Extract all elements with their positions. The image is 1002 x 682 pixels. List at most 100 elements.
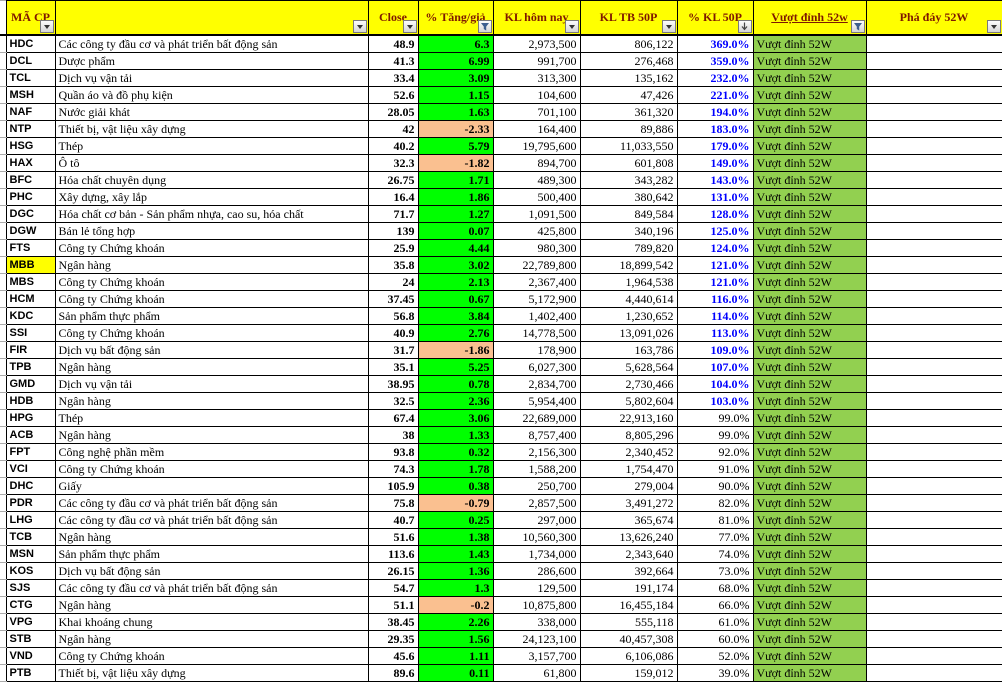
- cell-volume-avg-50[interactable]: 361,320: [579, 103, 678, 121]
- cell-industry[interactable]: Các công ty đầu cơ và phát triển bất độn…: [54, 511, 369, 529]
- cell-industry[interactable]: Giấy: [54, 477, 369, 495]
- cell-stock-code[interactable]: GMD: [5, 375, 56, 393]
- cell-stock-code[interactable]: NAF: [5, 103, 56, 121]
- cell-stock-code[interactable]: DGC: [5, 205, 56, 223]
- cell-industry[interactable]: Công ty Chứng khoán: [54, 460, 369, 478]
- cell-pct-change[interactable]: 1.15: [417, 86, 494, 104]
- cell-volume-avg-50[interactable]: 47,426: [579, 86, 678, 104]
- cell-close-price[interactable]: 38: [367, 426, 419, 444]
- cell-pct-change[interactable]: 1.56: [417, 630, 494, 648]
- cell-break-low-52w[interactable]: [865, 545, 1002, 563]
- cell-close-price[interactable]: 32.5: [367, 392, 419, 410]
- cell-volume-today[interactable]: 164,400: [492, 120, 581, 138]
- dropdown-icon[interactable]: [564, 20, 579, 33]
- cell-pct-change[interactable]: 0.25: [417, 511, 494, 529]
- cell-peak-52w-status[interactable]: Vượt đỉnh 52W: [752, 273, 867, 291]
- cell-close-price[interactable]: 33.4: [367, 69, 419, 87]
- cell-volume-avg-50[interactable]: 5,628,564: [579, 358, 678, 376]
- cell-peak-52w-status[interactable]: Vượt đỉnh 52W: [752, 460, 867, 478]
- cell-stock-code[interactable]: MBS: [5, 273, 56, 291]
- cell-peak-52w-status[interactable]: Vượt đỉnh 52W: [752, 205, 867, 223]
- cell-pct-change[interactable]: 3.02: [417, 256, 494, 274]
- cell-close-price[interactable]: 113.6: [367, 545, 419, 563]
- cell-break-low-52w[interactable]: [865, 103, 1002, 121]
- cell-industry[interactable]: Hóa chất cơ bản - Sản phẩm nhựa, cao su,…: [54, 205, 369, 223]
- cell-peak-52w-status[interactable]: Vượt đỉnh 52W: [752, 307, 867, 325]
- cell-pct-change[interactable]: 6.3: [417, 34, 494, 53]
- filter-funnel-icon[interactable]: [850, 20, 865, 33]
- cell-pct-change[interactable]: 1.43: [417, 545, 494, 563]
- cell-close-price[interactable]: 139: [367, 222, 419, 240]
- cell-stock-code[interactable]: PTB: [5, 664, 56, 682]
- cell-volume-avg-50[interactable]: 276,468: [579, 52, 678, 70]
- header-cell-pct-change[interactable]: % Tăng/giả: [417, 0, 494, 36]
- cell-volume-avg-50[interactable]: 89,886: [579, 120, 678, 138]
- cell-break-low-52w[interactable]: [865, 137, 1002, 155]
- cell-pct-change[interactable]: -2.33: [417, 120, 494, 138]
- cell-break-low-52w[interactable]: [865, 154, 1002, 172]
- dropdown-icon[interactable]: [402, 20, 417, 33]
- cell-stock-code[interactable]: FPT: [5, 443, 56, 461]
- cell-peak-52w-status[interactable]: Vượt đỉnh 52W: [752, 443, 867, 461]
- cell-volume-today[interactable]: 701,100: [492, 103, 581, 121]
- cell-pct-change[interactable]: 6.99: [417, 52, 494, 70]
- cell-volume-avg-50[interactable]: 806,122: [579, 34, 678, 53]
- cell-volume-today[interactable]: 3,157,700: [492, 647, 581, 665]
- cell-industry[interactable]: Công ty Chứng khoán: [54, 647, 369, 665]
- dropdown-icon[interactable]: [39, 20, 54, 33]
- cell-peak-52w-status[interactable]: Vượt đỉnh 52W: [752, 324, 867, 342]
- cell-close-price[interactable]: 71.7: [367, 205, 419, 223]
- cell-volume-today[interactable]: 2,367,400: [492, 273, 581, 291]
- cell-volume-today[interactable]: 10,875,800: [492, 596, 581, 614]
- cell-pct-volume-50[interactable]: 99.0%: [676, 426, 754, 444]
- cell-stock-code[interactable]: HSG: [5, 137, 56, 155]
- cell-stock-code[interactable]: CTG: [5, 596, 56, 614]
- cell-peak-52w-status[interactable]: Vượt đỉnh 52W: [752, 171, 867, 189]
- cell-volume-avg-50[interactable]: 343,282: [579, 171, 678, 189]
- cell-volume-today[interactable]: 104,600: [492, 86, 581, 104]
- cell-pct-volume-50[interactable]: 121.0%: [676, 256, 754, 274]
- cell-industry[interactable]: Ngân hàng: [54, 392, 369, 410]
- cell-pct-volume-50[interactable]: 114.0%: [676, 307, 754, 325]
- cell-peak-52w-status[interactable]: Vượt đỉnh 52W: [752, 154, 867, 172]
- cell-volume-avg-50[interactable]: 6,106,086: [579, 647, 678, 665]
- cell-industry[interactable]: Dịch vụ vận tải: [54, 69, 369, 87]
- cell-pct-volume-50[interactable]: 131.0%: [676, 188, 754, 206]
- cell-close-price[interactable]: 93.8: [367, 443, 419, 461]
- cell-pct-change[interactable]: 1.86: [417, 188, 494, 206]
- cell-volume-today[interactable]: 8,757,400: [492, 426, 581, 444]
- cell-break-low-52w[interactable]: [865, 494, 1002, 512]
- cell-break-low-52w[interactable]: [865, 222, 1002, 240]
- sort-descending-icon[interactable]: [737, 20, 752, 33]
- cell-peak-52w-status[interactable]: Vượt đỉnh 52W: [752, 239, 867, 257]
- cell-pct-volume-50[interactable]: 116.0%: [676, 290, 754, 308]
- cell-peak-52w-status[interactable]: Vượt đỉnh 52W: [752, 358, 867, 376]
- cell-industry[interactable]: Ngân hàng: [54, 426, 369, 444]
- cell-stock-code[interactable]: TPB: [5, 358, 56, 376]
- cell-break-low-52w[interactable]: [865, 52, 1002, 70]
- cell-stock-code[interactable]: HCM: [5, 290, 56, 308]
- cell-volume-avg-50[interactable]: 2,730,466: [579, 375, 678, 393]
- cell-stock-code[interactable]: DHC: [5, 477, 56, 495]
- cell-break-low-52w[interactable]: [865, 426, 1002, 444]
- cell-volume-avg-50[interactable]: 849,584: [579, 205, 678, 223]
- cell-peak-52w-status[interactable]: Vượt đỉnh 52W: [752, 409, 867, 427]
- cell-break-low-52w[interactable]: [865, 562, 1002, 580]
- cell-stock-code[interactable]: KOS: [5, 562, 56, 580]
- cell-pct-volume-50[interactable]: 143.0%: [676, 171, 754, 189]
- cell-peak-52w-status[interactable]: Vượt đỉnh 52W: [752, 137, 867, 155]
- cell-industry[interactable]: Khai khoáng chung: [54, 613, 369, 631]
- cell-stock-code[interactable]: FTS: [5, 239, 56, 257]
- cell-pct-volume-50[interactable]: 359.0%: [676, 52, 754, 70]
- cell-peak-52w-status[interactable]: Vượt đỉnh 52W: [752, 34, 867, 53]
- cell-pct-volume-50[interactable]: 104.0%: [676, 375, 754, 393]
- cell-break-low-52w[interactable]: [865, 358, 1002, 376]
- cell-stock-code[interactable]: MSH: [5, 86, 56, 104]
- cell-pct-change[interactable]: 1.38: [417, 528, 494, 546]
- cell-stock-code[interactable]: MBB: [5, 256, 56, 274]
- cell-close-price[interactable]: 75.8: [367, 494, 419, 512]
- cell-stock-code[interactable]: KDC: [5, 307, 56, 325]
- cell-volume-today[interactable]: 2,156,300: [492, 443, 581, 461]
- cell-break-low-52w[interactable]: [865, 86, 1002, 104]
- cell-pct-volume-50[interactable]: 113.0%: [676, 324, 754, 342]
